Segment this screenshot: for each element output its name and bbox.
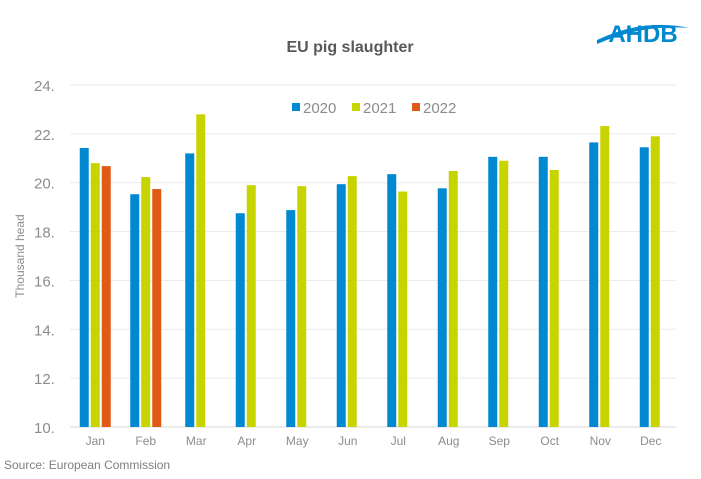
y-tick-label: 16. bbox=[34, 273, 55, 290]
bar-2020-Jul bbox=[387, 174, 397, 427]
x-tick-label: Jun bbox=[338, 434, 357, 448]
bar-2021-Jun bbox=[347, 176, 357, 427]
x-tick-label: Sep bbox=[489, 434, 511, 448]
bar-2022-Feb bbox=[152, 189, 162, 427]
bar-2021-Jan bbox=[90, 163, 100, 427]
legend-swatch-2022 bbox=[412, 103, 420, 111]
logo-swoosh-icon bbox=[597, 24, 689, 44]
bar-2021-Aug bbox=[448, 170, 458, 427]
bar-2020-Sep bbox=[488, 156, 498, 427]
bar-2020-Nov bbox=[589, 142, 599, 427]
bar-2021-Oct bbox=[549, 170, 559, 428]
y-tick-label: 18. bbox=[34, 225, 55, 242]
bar-2021-Jul bbox=[398, 191, 408, 427]
bar-2020-Feb bbox=[130, 194, 140, 427]
bar-2021-Sep bbox=[499, 160, 509, 427]
x-tick-label: Jul bbox=[391, 434, 406, 448]
ahdb-logo: AHDB bbox=[593, 10, 693, 65]
x-tick-label: Mar bbox=[186, 434, 207, 448]
bar-2020-Jun bbox=[336, 184, 346, 427]
x-tick-label: Dec bbox=[640, 434, 661, 448]
x-tick-label: May bbox=[286, 434, 309, 448]
x-tick-label: Nov bbox=[590, 434, 611, 448]
bar-2021-Nov bbox=[600, 126, 610, 427]
x-tick-label: Jan bbox=[86, 434, 105, 448]
legend-label-2021: 2021 bbox=[363, 100, 396, 117]
bar-2020-Dec bbox=[639, 147, 649, 428]
bar-2021-Apr bbox=[246, 185, 256, 427]
bar-2020-Mar bbox=[185, 153, 195, 427]
bar-2022-Jan bbox=[101, 166, 111, 428]
y-tick-label: 22. bbox=[34, 127, 55, 144]
legend-label-2022: 2022 bbox=[423, 100, 456, 117]
y-axis-label: Thousand head bbox=[13, 214, 27, 297]
bar-2020-May bbox=[286, 210, 296, 427]
x-tick-label: Aug bbox=[438, 434, 459, 448]
y-tick-label: 10. bbox=[34, 420, 55, 437]
bar-2021-Dec bbox=[650, 136, 660, 428]
x-tick-label: Apr bbox=[237, 434, 256, 448]
bar-2021-Mar bbox=[196, 114, 206, 428]
bar-2020-Aug bbox=[437, 188, 447, 427]
y-tick-label: 12. bbox=[34, 371, 55, 388]
x-tick-label: Feb bbox=[135, 434, 156, 448]
legend-swatch-2021 bbox=[352, 103, 360, 111]
y-tick-label: 14. bbox=[34, 322, 55, 339]
legend-swatch-2020 bbox=[292, 103, 300, 111]
bar-2020-Jan bbox=[79, 148, 89, 428]
legend-label-2020: 2020 bbox=[303, 100, 336, 117]
chart-title: EU pig slaughter bbox=[286, 39, 413, 56]
x-tick-label: Oct bbox=[540, 434, 559, 448]
bar-2020-Apr bbox=[235, 213, 245, 427]
bar-2021-Feb bbox=[141, 177, 151, 427]
y-tick-label: 20. bbox=[34, 176, 55, 193]
source-note: Source: European Commission bbox=[4, 458, 170, 472]
bar-2020-Oct bbox=[538, 156, 548, 427]
bar-2021-May bbox=[297, 186, 307, 427]
logo-text: AHDB bbox=[608, 21, 677, 48]
y-tick-label: 24. bbox=[34, 78, 55, 95]
